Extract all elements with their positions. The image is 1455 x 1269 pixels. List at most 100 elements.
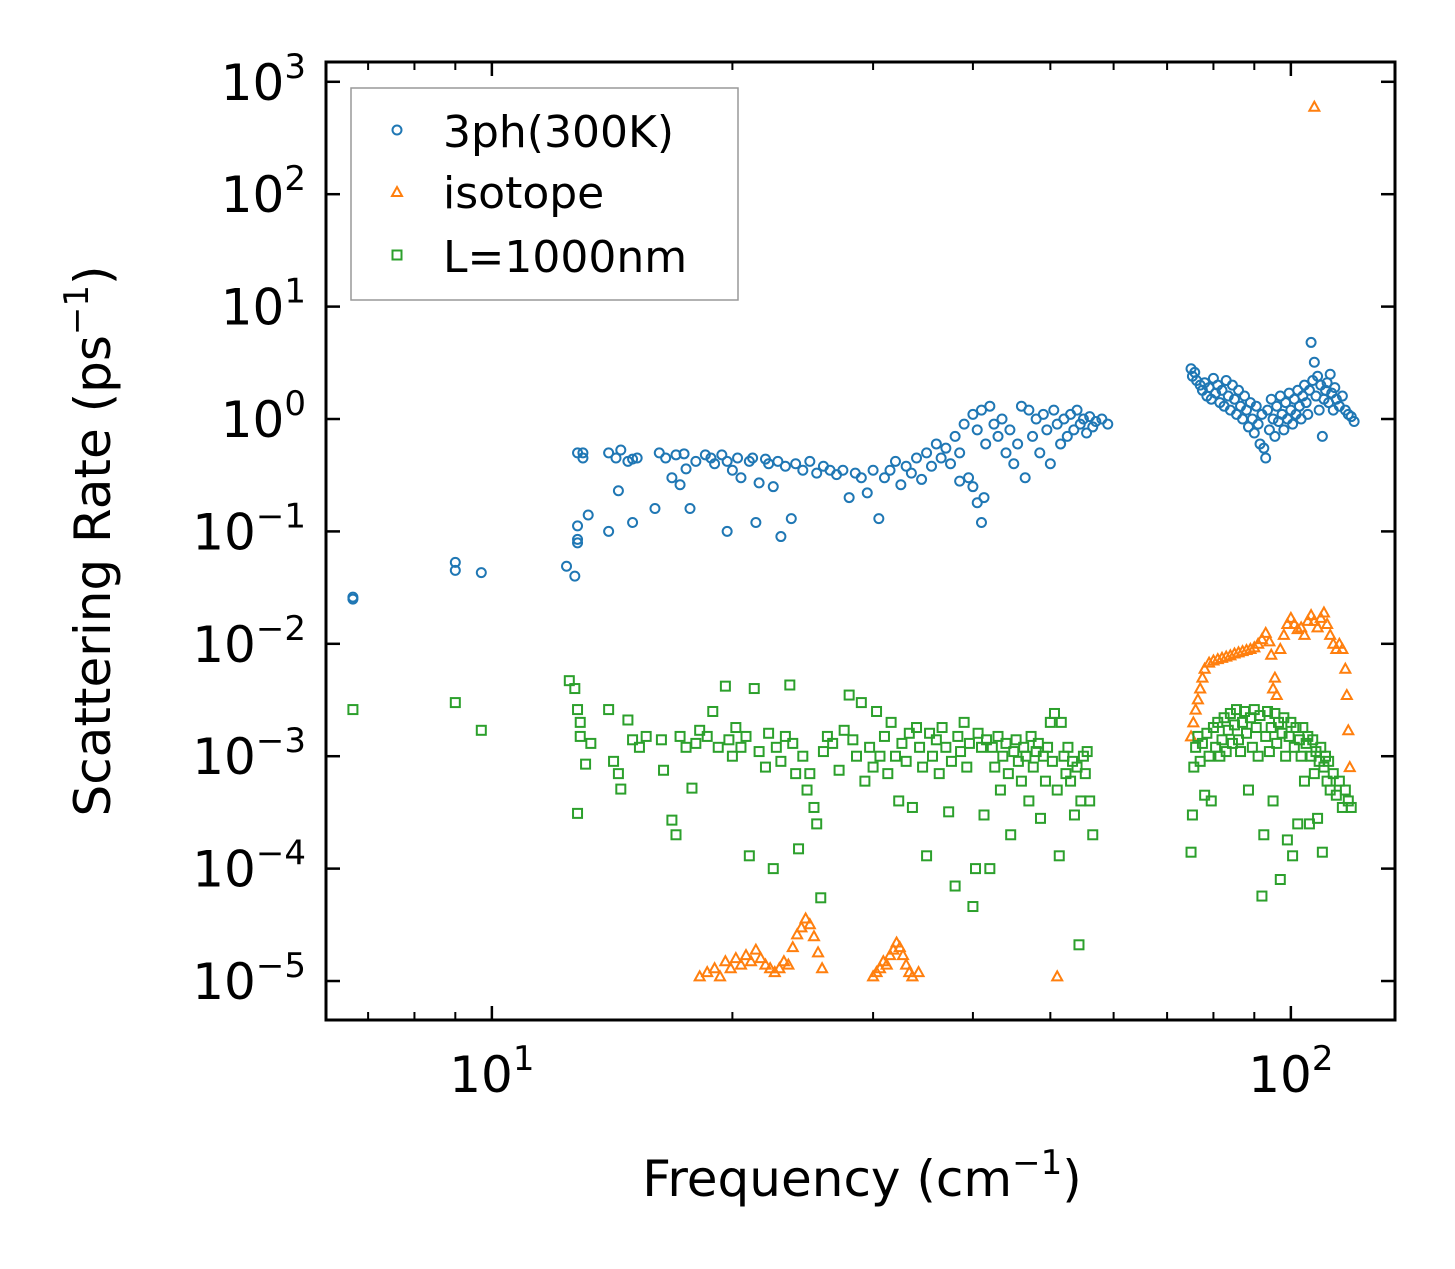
data-point	[1071, 761, 1083, 773]
data-point	[767, 481, 779, 493]
data-point	[838, 724, 850, 736]
data-point	[958, 716, 970, 728]
data-point	[563, 675, 575, 687]
data-point	[1341, 723, 1355, 736]
data-point	[1264, 647, 1278, 660]
data-point	[1258, 442, 1270, 454]
data-point	[785, 513, 797, 525]
data-point	[603, 525, 615, 537]
data-point	[807, 929, 821, 942]
data-point	[1087, 829, 1099, 841]
data-point	[1262, 634, 1277, 647]
data-point	[1250, 722, 1262, 734]
data-point	[732, 452, 744, 464]
data-point	[674, 730, 686, 742]
data-point	[707, 961, 722, 974]
data-point	[1051, 418, 1063, 430]
data-point	[1310, 620, 1325, 633]
data-point	[1298, 775, 1310, 787]
data-point	[954, 475, 966, 487]
data-point	[833, 764, 845, 776]
y-tick-label: 10−2	[192, 609, 306, 674]
data-point	[572, 533, 584, 545]
data-point	[1287, 616, 1302, 630]
data-point	[1197, 661, 1212, 674]
data-point	[577, 447, 589, 459]
data-point	[680, 463, 692, 475]
data-point	[690, 455, 702, 467]
data-point	[926, 750, 938, 762]
data-point	[1333, 775, 1345, 787]
data-point	[775, 531, 787, 543]
data-point	[1252, 750, 1264, 762]
data-point	[924, 727, 936, 739]
data-point	[1255, 632, 1269, 645]
data-point	[847, 734, 859, 746]
data-point	[1012, 438, 1024, 450]
data-point	[1215, 650, 1229, 663]
data-point	[815, 892, 827, 904]
data-point	[1073, 939, 1085, 951]
data-point	[1044, 458, 1056, 470]
data-point	[817, 746, 829, 758]
data-point	[1278, 424, 1290, 436]
data-point	[793, 843, 805, 855]
data-point	[743, 455, 755, 467]
data-point	[1228, 393, 1240, 405]
data-point	[963, 472, 975, 484]
data-point	[585, 737, 597, 749]
data-point	[967, 901, 979, 913]
data-point	[694, 724, 706, 736]
data-point	[790, 927, 804, 940]
data-point	[1239, 390, 1251, 402]
data-point	[1316, 430, 1328, 442]
data-point	[787, 737, 799, 749]
data-point	[1268, 670, 1282, 683]
data-point	[885, 716, 897, 728]
data-point	[666, 814, 678, 826]
data-point	[666, 472, 678, 484]
data-point	[986, 741, 998, 753]
data-point	[721, 525, 733, 537]
data-point	[961, 761, 973, 773]
data-point	[971, 424, 983, 436]
data-point	[1188, 702, 1203, 715]
data-point	[633, 741, 645, 753]
data-point	[1256, 890, 1268, 902]
data-point	[1342, 795, 1354, 807]
data-point	[449, 564, 461, 576]
data-point	[917, 761, 929, 773]
data-point	[1263, 746, 1275, 758]
data-point	[930, 734, 942, 746]
data-point	[843, 492, 855, 504]
data-point	[1005, 829, 1017, 841]
data-point	[911, 722, 923, 734]
data-point	[734, 957, 748, 970]
data-point	[1034, 447, 1046, 459]
data-point	[763, 727, 775, 739]
data-point	[916, 473, 928, 485]
data-point	[1008, 458, 1020, 470]
data-point	[627, 453, 639, 465]
data-point	[569, 570, 581, 582]
data-point	[670, 829, 682, 841]
data-point	[798, 911, 813, 924]
data-point	[1019, 472, 1031, 484]
data-point	[1294, 620, 1308, 633]
data-point	[735, 472, 747, 484]
x-tick-label: 101	[449, 1039, 534, 1104]
data-point	[1316, 846, 1328, 858]
data-point	[971, 497, 983, 509]
data-point	[954, 447, 966, 459]
data-point	[1323, 627, 1337, 640]
data-point	[701, 730, 713, 742]
data-point	[1308, 768, 1320, 780]
data-point	[1195, 670, 1210, 683]
data-point	[1050, 969, 1064, 982]
data-point	[777, 954, 791, 967]
data-point	[1235, 746, 1247, 758]
data-point	[1338, 661, 1353, 674]
data-point	[900, 755, 912, 767]
data-point	[1252, 418, 1264, 430]
data-point	[740, 730, 752, 742]
